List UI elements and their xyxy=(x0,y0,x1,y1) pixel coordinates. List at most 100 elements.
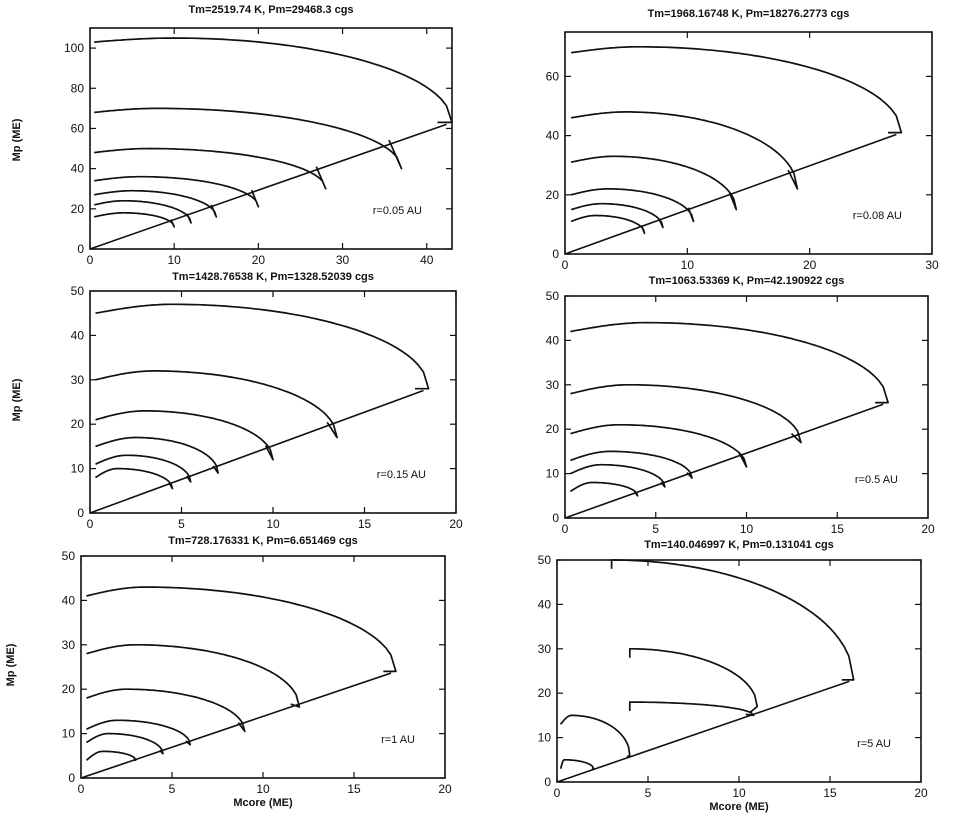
series-curve xyxy=(94,147,327,190)
series-curve xyxy=(570,383,802,444)
panel-title: Tm=2519.74 K, Pm=29468.3 cgs xyxy=(188,4,353,16)
x-tick-label: 40 xyxy=(420,253,434,267)
series-curve xyxy=(570,155,738,211)
x-tick-label: 0 xyxy=(562,522,569,536)
series-curve xyxy=(570,463,666,488)
x-tick-label: 30 xyxy=(925,258,939,272)
y-tick-label: 20 xyxy=(71,202,85,216)
y-tick-label: 40 xyxy=(546,129,560,143)
panel-title: Tm=1063.53369 K, Pm=42.190922 cgs xyxy=(649,275,845,287)
series-curve xyxy=(94,199,192,224)
radius-annotation: r=0.05 AU xyxy=(373,205,422,217)
y-tick-label: 0 xyxy=(77,506,84,520)
series-curve xyxy=(628,701,755,717)
x-tick-label: 0 xyxy=(78,782,85,796)
y-axis-label: Mp (ME) xyxy=(11,378,23,421)
x-tick-label: 15 xyxy=(831,522,845,536)
x-axis-label: Mcore (ME) xyxy=(233,797,293,809)
y-tick-label: 80 xyxy=(71,81,85,95)
envelope-line xyxy=(564,403,884,519)
series-curve xyxy=(569,481,639,497)
y-tick-label: 20 xyxy=(546,422,560,436)
panel-title: Tm=140.046997 K, Pm=0.131041 cgs xyxy=(644,539,834,551)
x-tick-label: 0 xyxy=(87,253,94,267)
panel-title: Tm=728.176331 K, Pm=6.651469 cgs xyxy=(168,535,358,547)
series-curve xyxy=(570,450,693,479)
x-tick-label: 5 xyxy=(178,517,185,531)
radius-annotation: r=0.5 AU xyxy=(855,474,898,486)
series-curve xyxy=(86,719,192,746)
x-tick-label: 15 xyxy=(823,786,837,800)
series-curve xyxy=(94,189,218,218)
y-axis-label: Mp (ME) xyxy=(5,643,17,686)
y-tick-label: 50 xyxy=(546,289,560,303)
y-tick-label: 10 xyxy=(546,467,560,481)
y-tick-label: 10 xyxy=(538,731,552,745)
radius-annotation: r=1 AU xyxy=(381,734,415,746)
x-tick-label: 10 xyxy=(168,253,182,267)
x-tick-label: 10 xyxy=(681,258,695,272)
y-tick-label: 0 xyxy=(552,511,559,525)
panel-title: Tm=1968.16748 K, Pm=18276.2773 cgs xyxy=(648,8,850,20)
y-tick-label: 40 xyxy=(71,328,85,342)
series-curve xyxy=(570,111,799,190)
series-curve xyxy=(86,643,301,708)
series-curve xyxy=(94,175,260,208)
y-tick-label: 10 xyxy=(71,462,85,476)
series-curve xyxy=(610,559,855,681)
y-tick-label: 40 xyxy=(71,162,85,176)
plot-frame xyxy=(89,27,453,250)
envelope-line xyxy=(80,672,392,779)
radius-annotation: r=0.08 AU xyxy=(853,210,902,222)
y-tick-label: 20 xyxy=(62,682,76,696)
radius-annotation: r=5 AU xyxy=(857,738,891,750)
x-tick-label: 5 xyxy=(169,782,176,796)
x-tick-label: 15 xyxy=(347,782,361,796)
x-tick-label: 0 xyxy=(87,517,94,531)
x-axis-label: Mcore (ME) xyxy=(709,801,769,813)
y-tick-label: 0 xyxy=(68,771,75,785)
series-curve xyxy=(95,370,338,439)
series-curve xyxy=(570,188,695,223)
x-tick-label: 0 xyxy=(562,258,569,272)
series-curve xyxy=(570,321,889,404)
envelope-line xyxy=(556,680,850,783)
y-tick-label: 0 xyxy=(544,775,551,789)
x-tick-label: 20 xyxy=(438,782,452,796)
y-tick-label: 20 xyxy=(538,686,552,700)
y-tick-label: 10 xyxy=(62,727,76,741)
y-tick-label: 100 xyxy=(64,41,84,55)
series-curve xyxy=(95,436,219,474)
plot-frame xyxy=(564,31,933,255)
y-tick-label: 50 xyxy=(538,553,552,567)
series-curve xyxy=(86,732,164,755)
y-tick-label: 20 xyxy=(546,188,560,202)
x-tick-label: 5 xyxy=(645,786,652,800)
y-tick-label: 40 xyxy=(546,333,560,347)
y-tick-label: 40 xyxy=(62,593,76,607)
y-tick-label: 30 xyxy=(62,638,76,652)
series-curve xyxy=(559,714,631,758)
y-tick-label: 60 xyxy=(546,69,560,83)
x-tick-label: 10 xyxy=(740,522,754,536)
y-tick-label: 40 xyxy=(538,597,552,611)
x-tick-label: 10 xyxy=(732,786,746,800)
x-tick-label: 10 xyxy=(266,517,280,531)
y-tick-label: 0 xyxy=(77,242,84,256)
series-curve xyxy=(570,45,903,134)
series-curve xyxy=(559,758,595,771)
x-tick-label: 0 xyxy=(554,786,561,800)
series-curve xyxy=(93,211,176,228)
envelope-line xyxy=(89,123,447,250)
series-curve xyxy=(570,202,664,229)
series-curve xyxy=(94,107,403,170)
series-curve xyxy=(86,586,397,673)
x-tick-label: 20 xyxy=(449,517,463,531)
series-curve xyxy=(95,454,192,483)
y-tick-label: 30 xyxy=(538,642,552,656)
y-tick-label: 50 xyxy=(71,284,85,298)
y-tick-label: 30 xyxy=(71,373,85,387)
panel-title: Tm=1428.76538 K, Pm=1328.52039 cgs xyxy=(172,271,374,283)
series-curve xyxy=(94,37,453,124)
